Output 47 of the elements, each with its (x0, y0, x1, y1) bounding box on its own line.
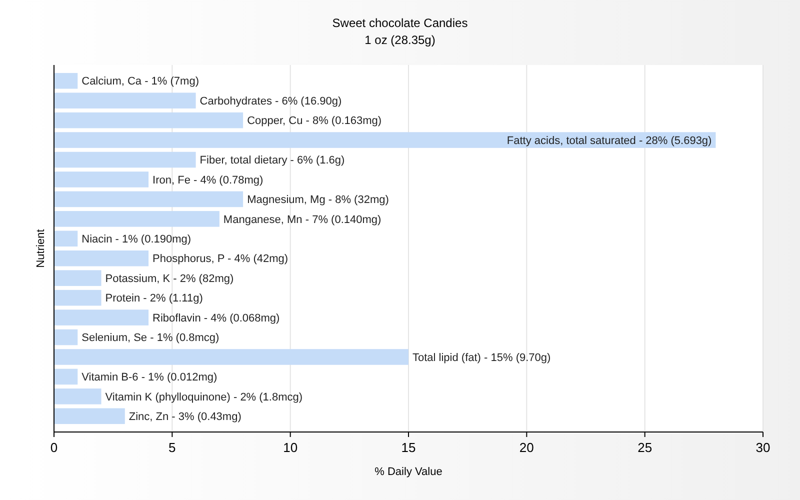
y-tick-label: Iron, Fe - 4% (0.78mg) (152, 174, 264, 186)
y-tick-label: Carbohydrates - 6% (16.90g) (200, 95, 342, 108)
bar (54, 250, 149, 266)
y-tick-label: Riboflavin - 4% (0.068mg) (152, 312, 280, 324)
y-tick-label: Selenium, Se - 1% (0.8mcg) (82, 332, 220, 344)
y-tick-label: Vitamin B-6 - 1% (0.012mg) (82, 372, 218, 384)
y-tick-label: Protein - 2% (1.11g) (105, 292, 203, 305)
y-tick-label: Fiber, total dietary - 6% (1.6g) (200, 154, 345, 167)
bar (54, 329, 78, 346)
y-tick-label: Total lipid (fat) - 15% (9.70g) (412, 352, 551, 364)
bar (54, 349, 408, 365)
bar (54, 191, 244, 208)
x-tick-label: 30 (756, 440, 770, 455)
y-tick-label: Vitamin K (phylloquinone) - 2% (1.8mcg) (105, 391, 303, 404)
y-tick-label: Calcium, Ca - 1% (7mg) (82, 76, 199, 88)
bar (54, 290, 102, 306)
bar (54, 92, 196, 108)
bar (54, 211, 220, 227)
bar (54, 152, 196, 168)
x-tick-label: 25 (638, 440, 652, 455)
y-tick-label: Fatty acids, total saturated - 28% (5.693g) (506, 134, 712, 147)
x-tick-label: 5 (168, 440, 176, 455)
y-tick-label: Potassium, K - 2% (82mg) (105, 272, 234, 285)
x-tick-label: 10 (283, 440, 298, 455)
bar (54, 230, 78, 247)
y-tick-label: Niacin - 1% (0.190mg) (82, 233, 192, 246)
bar (54, 388, 102, 404)
bar (54, 270, 102, 286)
x-tick-label: 15 (401, 440, 416, 455)
x-tick-label: 0 (50, 440, 58, 455)
bar (54, 310, 149, 326)
y-tick-label: Zinc, Zn - 3% (0.43mg) (128, 410, 242, 423)
bar (54, 112, 244, 128)
y-axis-title: Nutrient (35, 229, 47, 268)
x-axis-title: % Daily Value (374, 466, 442, 478)
y-tick-label: Magnesium, Mg - 8% (32mg) (247, 194, 389, 206)
y-tick-label: Phosphorus, P - 4% (42mg) (152, 253, 288, 266)
x-tick-label: 20 (519, 440, 534, 455)
bar (54, 132, 716, 148)
y-tick-label: Manganese, Mn - 7% (0.140mg) (223, 214, 382, 226)
bar (54, 72, 78, 89)
y-tick-label: Copper, Cu - 8% (0.163mg) (247, 115, 382, 128)
bar (54, 408, 125, 424)
bar (54, 368, 78, 385)
bar (54, 172, 149, 188)
chart-subtitle: 1 oz (28.35g) (364, 33, 436, 47)
chart-title: Sweet chocolate Candies (332, 16, 468, 30)
